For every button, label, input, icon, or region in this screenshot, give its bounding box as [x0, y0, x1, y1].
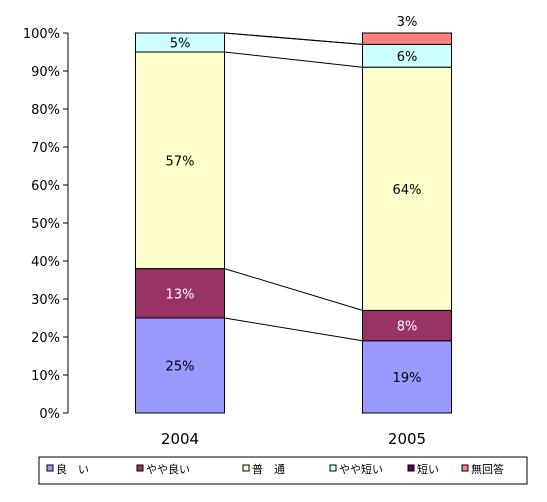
- y-tick-label: 100%: [23, 27, 60, 42]
- data-label: 3%: [397, 15, 418, 30]
- bar-segment: [135, 51, 225, 270]
- series-connector-line: [224, 317, 363, 342]
- legend-swatch: [329, 464, 337, 472]
- series-connector-line: [224, 51, 363, 68]
- x-axis: 2004 2005: [161, 430, 426, 448]
- y-tick-label: 80%: [31, 103, 60, 118]
- legend-label: 無回答: [471, 462, 504, 476]
- legend-swatch: [242, 464, 250, 472]
- legend-label: 普 通: [252, 462, 285, 476]
- y-axis: 0% 10% 20% 30% 40% 50% 60% 70% 80% 90% 100%: [23, 27, 69, 422]
- data-label: 5%: [170, 37, 191, 52]
- x-tick-label: 2005: [388, 430, 426, 448]
- data-label: 8%: [397, 320, 418, 335]
- y-tick-label: 90%: [31, 65, 60, 80]
- legend-box: [38, 456, 528, 485]
- y-tick-label: 30%: [31, 293, 60, 308]
- y-tick-label: 40%: [31, 255, 60, 270]
- x-tick-label: 2004: [161, 430, 199, 448]
- bar-segment: [362, 66, 452, 311]
- legend-swatch: [46, 464, 54, 472]
- data-labels: 25% 13% 57% 5% 19% 8% 64% 6% 3%: [166, 15, 422, 386]
- legend: 良 い やや良い 普 通 やや短い 短い 無回答: [38, 456, 528, 485]
- legend-label: 短い: [417, 462, 439, 476]
- y-tick-label: 0%: [39, 407, 60, 422]
- legend-swatch: [407, 464, 415, 472]
- data-label: 57%: [166, 154, 195, 169]
- y-tick-label: 20%: [31, 331, 60, 346]
- bar-segment: [362, 309, 452, 342]
- y-tick-label: 70%: [31, 141, 60, 156]
- bar-segment: [135, 268, 225, 319]
- legend-label: やや良い: [146, 462, 190, 476]
- series-connector-lines: [224, 32, 363, 342]
- data-label: 25%: [166, 360, 195, 375]
- series-connector-line: [224, 32, 363, 45]
- legend-swatch: [136, 464, 144, 472]
- bar-segment: [135, 32, 225, 53]
- data-label: 64%: [393, 183, 422, 198]
- data-label: 6%: [397, 50, 418, 65]
- series-connector-line: [224, 268, 363, 311]
- legend-label: 良 い: [56, 462, 89, 476]
- bar-segment: [135, 317, 225, 414]
- bar-segment: [362, 32, 452, 45]
- bar-segments: [135, 32, 452, 414]
- data-label: 13%: [166, 287, 195, 302]
- data-label: 19%: [393, 371, 422, 386]
- bar-segment: [362, 340, 452, 414]
- legend-label: やや短い: [339, 462, 383, 476]
- legend-swatch: [461, 464, 469, 472]
- y-tick-label: 60%: [31, 179, 60, 194]
- y-tick-label: 10%: [31, 369, 60, 384]
- y-tick-label: 50%: [31, 217, 60, 232]
